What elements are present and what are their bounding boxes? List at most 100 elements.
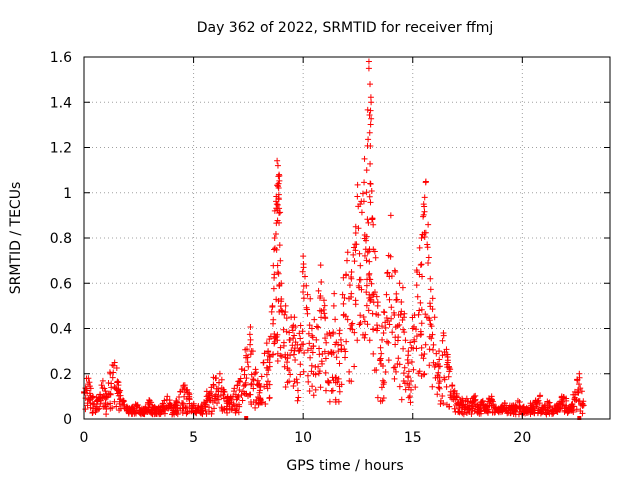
- data-point: [361, 252, 368, 259]
- data-point: [348, 268, 355, 275]
- data-point: [388, 304, 395, 311]
- data-point: [384, 317, 391, 324]
- data-point: [250, 385, 257, 392]
- data-point: [322, 315, 329, 322]
- data-point: [370, 221, 377, 228]
- data-point: [357, 262, 364, 269]
- data-point: [97, 391, 104, 398]
- data-point: [342, 348, 349, 355]
- data-point: [429, 383, 436, 390]
- data-point: [354, 193, 361, 200]
- data-point: [311, 316, 318, 323]
- data-point: [402, 337, 409, 344]
- data-point: [382, 324, 389, 331]
- x-tick-label: 0: [80, 430, 89, 446]
- data-point: [385, 339, 392, 346]
- data-point: [300, 261, 307, 268]
- data-point: [386, 321, 393, 328]
- data-point: [271, 207, 278, 214]
- data-point: [424, 241, 431, 248]
- data-point: [215, 396, 222, 403]
- data-point: [315, 287, 322, 294]
- data-point: [244, 354, 251, 361]
- data-point: [99, 377, 106, 384]
- data-point: [273, 246, 280, 253]
- data-point: [270, 351, 277, 358]
- data-point: [274, 262, 281, 269]
- data-point: [365, 58, 372, 65]
- data-point: [388, 273, 395, 280]
- data-point: [575, 381, 582, 388]
- data-point: [368, 280, 375, 287]
- data-point: [366, 258, 373, 265]
- data-point: [242, 381, 249, 388]
- data-point: [390, 364, 397, 371]
- data-point: [209, 408, 216, 415]
- data-point: [422, 341, 429, 348]
- data-point: [395, 355, 402, 362]
- data-point: [275, 196, 282, 203]
- data-point: [266, 336, 273, 343]
- data-point: [147, 406, 154, 413]
- data-point: [578, 388, 585, 395]
- data-point: [276, 177, 283, 184]
- data-point: [354, 181, 361, 188]
- data-point: [346, 282, 353, 289]
- data-point: [238, 366, 245, 373]
- data-point: [410, 366, 417, 373]
- data-point: [273, 201, 280, 208]
- data-point: [333, 354, 340, 361]
- data-point: [274, 357, 281, 364]
- data-point: [210, 381, 217, 388]
- data-point: [220, 388, 227, 395]
- data-point: [420, 355, 427, 362]
- data-point: [443, 351, 450, 358]
- data-point: [460, 401, 467, 408]
- data-point: [371, 367, 378, 374]
- data-point: [278, 307, 285, 314]
- data-point: [254, 381, 261, 388]
- data-point: [306, 322, 313, 329]
- data-point: [300, 341, 307, 348]
- data-point: [421, 370, 428, 377]
- data-point: [107, 405, 114, 412]
- data-point: [248, 381, 255, 388]
- data-point: [367, 297, 374, 304]
- data-point: [263, 371, 270, 378]
- data-point: [367, 296, 374, 303]
- data-point: [329, 330, 336, 337]
- data-point: [290, 351, 297, 358]
- data-point: [418, 306, 425, 313]
- data-point: [271, 235, 278, 241]
- data-point: [221, 388, 228, 395]
- data-point: [308, 325, 315, 332]
- data-point: [336, 327, 343, 334]
- data-point: [279, 308, 286, 315]
- data-point: [107, 400, 114, 407]
- data-point: [363, 189, 370, 196]
- data-point: [248, 380, 255, 387]
- data-point: [421, 350, 428, 357]
- data-point: [433, 350, 440, 357]
- data-point: [359, 190, 366, 197]
- data-point: [436, 378, 443, 385]
- data-point: [392, 341, 399, 348]
- data-point: [321, 310, 328, 317]
- data-point: [299, 328, 306, 335]
- data-point: [306, 388, 313, 395]
- data-point: [103, 411, 110, 418]
- data-point: [228, 406, 235, 413]
- data-point: [458, 408, 465, 415]
- data-point: [436, 384, 443, 391]
- data-point: [110, 369, 117, 376]
- data-point: [436, 363, 443, 370]
- data-point: [454, 400, 461, 407]
- data-point: [463, 410, 470, 417]
- data-point: [286, 336, 293, 343]
- data-point: [363, 289, 370, 296]
- data-point: [252, 404, 259, 411]
- data-point: [109, 374, 116, 381]
- data-point: [425, 254, 432, 261]
- data-point: [306, 340, 313, 347]
- data-point: [429, 346, 436, 353]
